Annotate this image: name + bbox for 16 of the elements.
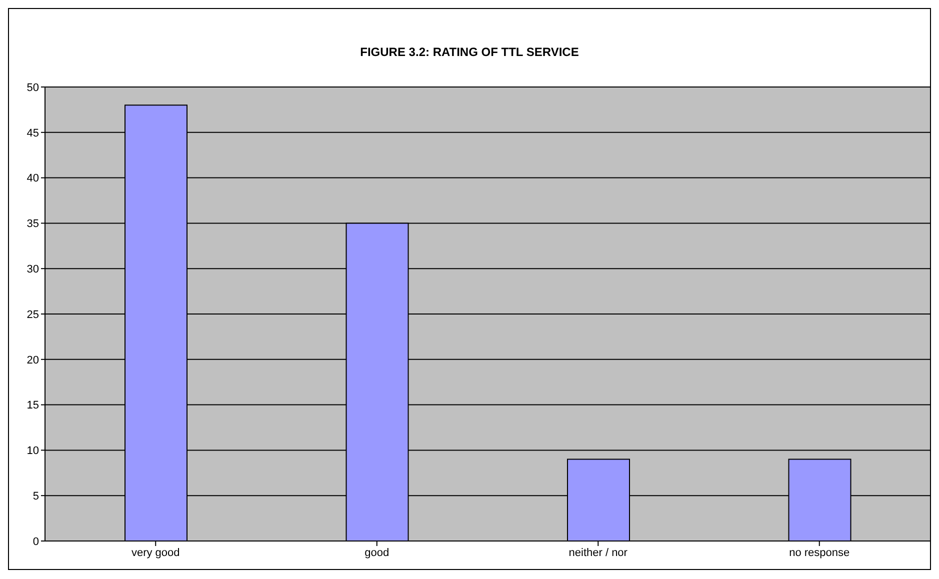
y-tick-label: 0 <box>32 536 39 548</box>
y-tick-label: 50 <box>26 82 39 94</box>
y-tick-label: 30 <box>26 264 39 276</box>
y-tick-label: 45 <box>26 127 39 140</box>
x-tick-label: no response <box>789 546 850 559</box>
y-tick-label: 5 <box>32 490 39 503</box>
x-tick-label: very good <box>131 546 180 559</box>
y-tick-label: 35 <box>26 218 39 230</box>
y-tick-label: 40 <box>26 172 39 185</box>
x-tick-label: neither / nor <box>568 546 628 559</box>
y-tick-label: 25 <box>26 308 39 321</box>
y-tick-label: 15 <box>26 400 39 412</box>
y-tick-label: 10 <box>26 445 39 458</box>
chart-title: FIGURE 3.2: RATING OF TTL SERVICE <box>359 45 580 59</box>
x-tick-label: good <box>364 546 390 559</box>
y-tick-label: 20 <box>26 354 39 366</box>
